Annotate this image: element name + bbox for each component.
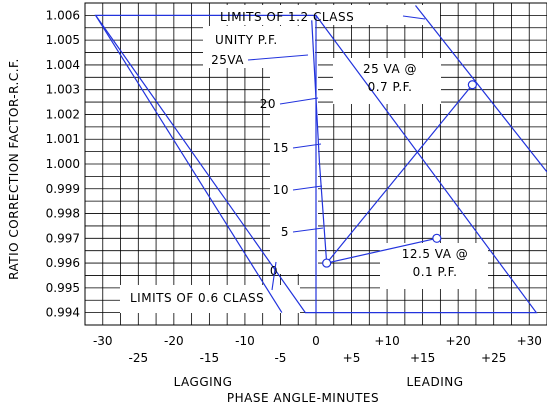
x-tick-minor: -15 xyxy=(200,351,220,365)
y-tick-label: 1.000 xyxy=(46,157,80,171)
y-tick-label: 1.004 xyxy=(46,58,80,72)
leader-line xyxy=(279,97,319,105)
x-right-label: LEADING xyxy=(406,375,463,389)
x-tick-major: -20 xyxy=(164,334,184,348)
curves xyxy=(311,20,477,268)
x-tick-major: -30 xyxy=(93,334,113,348)
leader-line xyxy=(271,261,277,291)
data-point xyxy=(467,80,477,90)
burden-label: 0 xyxy=(270,264,278,278)
burden-label: 25VA xyxy=(211,53,244,67)
limits xyxy=(94,5,547,314)
point-label-25va: 25 VA @ xyxy=(363,62,417,76)
burden-label: 20 xyxy=(260,97,276,111)
leader-line xyxy=(402,15,426,20)
y-tick-label: 1.006 xyxy=(46,8,80,22)
point-label-12va: 12.5 VA @ xyxy=(402,247,469,261)
label-box-12va xyxy=(380,243,488,289)
data-point xyxy=(432,233,442,243)
leader-line xyxy=(292,185,323,191)
limit-1-2-left xyxy=(95,15,283,313)
unity-pf-label: UNITY P.F. xyxy=(215,33,278,47)
labels: LIMITS OF 1.2 CLASS UNITY P.F. 0 5 10 15 20 25V… xyxy=(130,10,468,305)
vector-line xyxy=(326,84,473,264)
x-tick-minor: +15 xyxy=(410,351,435,365)
limit-1-2-right xyxy=(415,5,547,173)
y-tick-label: 0.996 xyxy=(46,256,80,270)
y-tick-label: 0.998 xyxy=(46,207,80,221)
limit-0-6-right xyxy=(315,15,538,314)
label-box-25va xyxy=(333,58,441,104)
burden-label: 15 xyxy=(273,141,289,155)
x-left-label: LAGGING xyxy=(174,375,233,389)
x-tick-minor: -25 xyxy=(129,351,149,365)
x-tick-major: +30 xyxy=(517,334,542,348)
limit-0-6-label: LIMITS OF 0.6 CLASS xyxy=(130,291,264,305)
vector-line xyxy=(326,237,437,264)
unity-pf-curve xyxy=(311,20,328,264)
x-tick-minor: +25 xyxy=(481,351,506,365)
limit-1-2-label: LIMITS OF 1.2 CLASS xyxy=(220,10,354,24)
y-tick-label: 1.001 xyxy=(46,132,80,146)
y-tick-label: 0.997 xyxy=(46,231,80,245)
y-tick-label: 0.999 xyxy=(46,182,80,196)
ticks: 1.006 1.005 1.004 1.003 1.002 1.001 1.000 0.999… xyxy=(46,8,542,365)
burden-label: 5 xyxy=(281,225,289,239)
origin-point xyxy=(322,258,332,268)
x-tick-minor: +5 xyxy=(343,351,361,365)
leader-line xyxy=(292,143,322,149)
leader-line xyxy=(292,227,324,233)
x-axis-label: PHASE ANGLE-MINUTES xyxy=(227,391,379,405)
label-box-unity xyxy=(203,26,315,68)
leader-line xyxy=(247,54,309,61)
grid xyxy=(84,2,547,326)
point-label-12va-pf: 0.1 P.F. xyxy=(413,265,458,279)
label-box-12 xyxy=(215,5,440,25)
label-box-burden xyxy=(270,64,318,274)
x-tick-major: -10 xyxy=(235,334,255,348)
y-tick-label: 0.994 xyxy=(46,306,80,320)
point-label-25va-pf: 0.7 P.F. xyxy=(368,80,413,94)
x-tick-major: +10 xyxy=(374,334,399,348)
y-tick-label: 1.002 xyxy=(46,107,80,121)
x-tick-minor: -5 xyxy=(274,351,286,365)
x-tick-major: +20 xyxy=(445,334,470,348)
label-box-06 xyxy=(120,285,300,313)
y-axis-label: RATIO CORRECTION FACTOR-R.C.F. xyxy=(7,58,21,280)
y-tick-label: 1.003 xyxy=(46,83,80,97)
burden-label: 10 xyxy=(273,183,289,197)
y-tick-label: 1.005 xyxy=(46,33,80,47)
y-tick-label: 0.995 xyxy=(46,281,80,295)
x-tick-major: 0 xyxy=(312,334,320,348)
